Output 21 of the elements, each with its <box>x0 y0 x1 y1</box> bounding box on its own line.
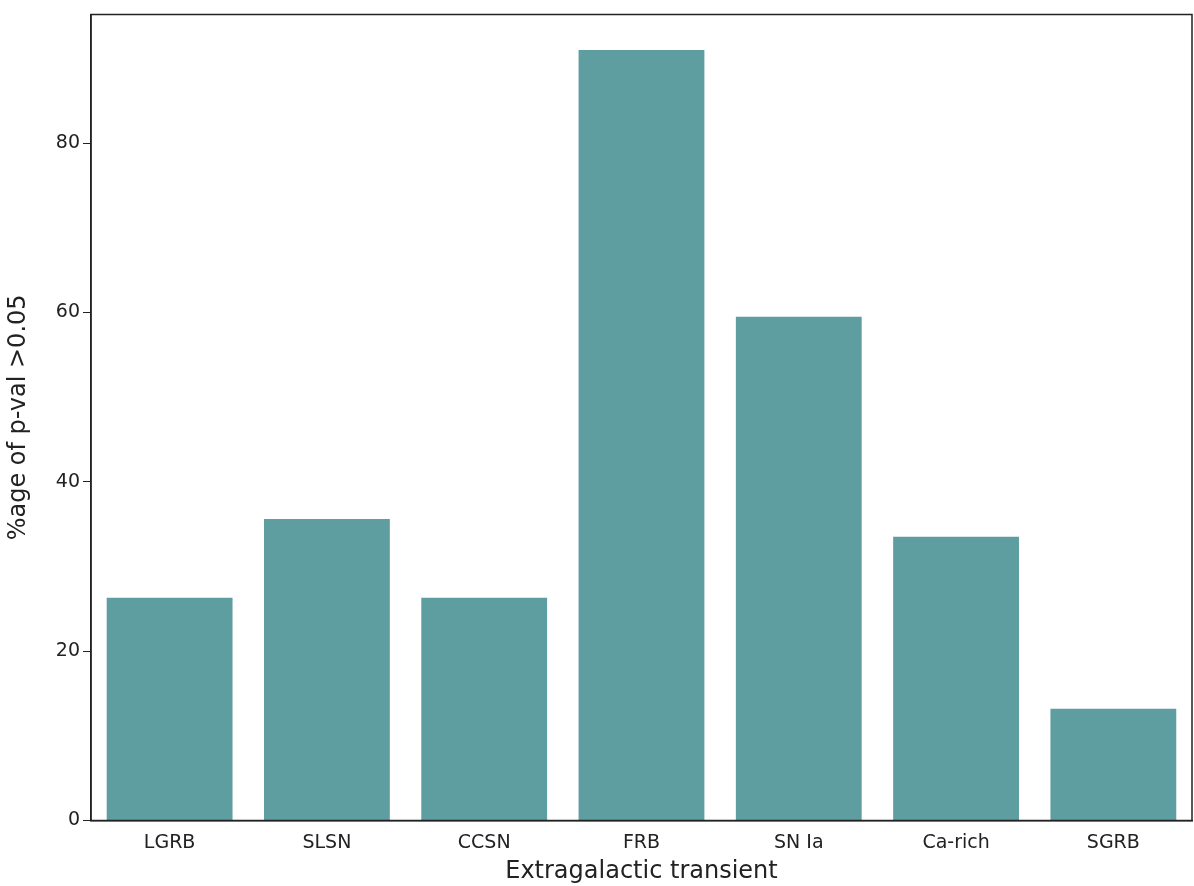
y-axis-title: %age of p-val >0.05 <box>2 294 31 541</box>
x-tick-label: CCSN <box>457 829 511 852</box>
x-tick-label: SGRB <box>1086 829 1140 852</box>
x-axis-title: Extragalactic transient <box>505 855 778 884</box>
bar <box>578 49 705 820</box>
bar <box>264 519 390 820</box>
y-tick-label: 60 <box>55 299 80 322</box>
x-tick-label: SN Ia <box>774 829 824 852</box>
y-tick-label: 0 <box>67 807 80 830</box>
y-tick-label: 20 <box>55 638 80 661</box>
bar <box>1050 708 1177 820</box>
y-tick-label: 40 <box>55 468 80 491</box>
bar <box>893 536 1019 820</box>
x-tick-label: SLSN <box>302 829 352 852</box>
bar <box>421 597 548 820</box>
y-tick-label: 80 <box>55 130 80 153</box>
x-tick-label: FRB <box>622 829 661 852</box>
x-tick-label: LGRB <box>143 829 196 852</box>
bar <box>735 316 862 820</box>
bar <box>106 597 233 820</box>
x-tick-label: Ca-rich <box>922 829 990 852</box>
